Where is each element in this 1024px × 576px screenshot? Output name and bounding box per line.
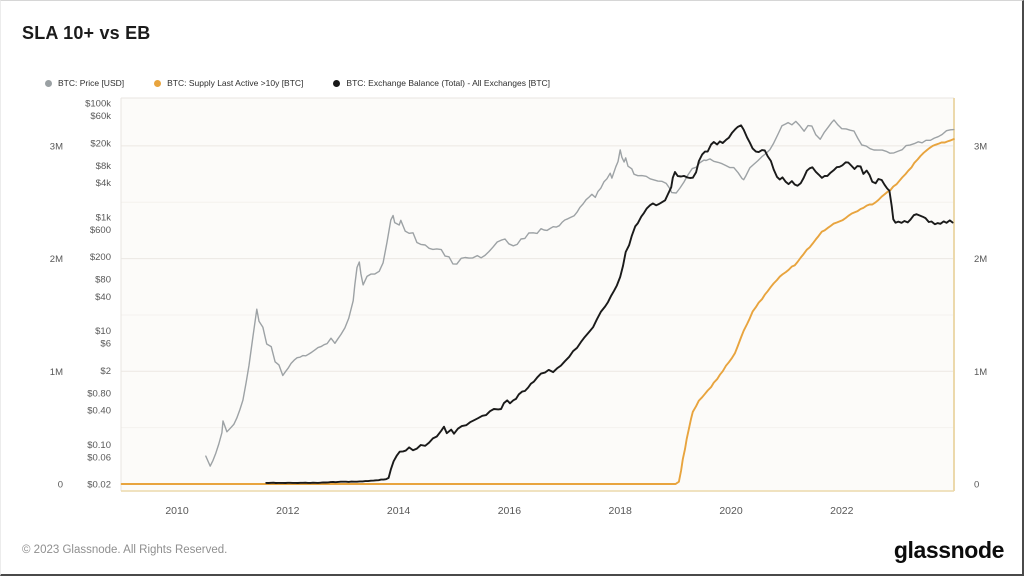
- supply-last-active-line: [120, 138, 955, 485]
- legend-item-price[interactable]: BTC: Price [USD]: [45, 78, 124, 88]
- price-tick-label: $600: [90, 225, 111, 236]
- btc-tick-label-right: 2M: [974, 254, 987, 265]
- price-tick-label: $4k: [96, 178, 112, 189]
- year-tick-label: 2016: [498, 505, 522, 517]
- price-tick-label: $200: [90, 252, 111, 263]
- btc-tick-label-left: 2M: [50, 254, 63, 265]
- price-tick-label: $0.02: [87, 480, 111, 491]
- price-tick-label: $6: [100, 339, 111, 350]
- chart-legend: BTC: Price [USD] BTC: Supply Last Active…: [45, 78, 550, 88]
- sla-series-dot-icon: [154, 79, 162, 87]
- price-tick-label: $40: [95, 292, 111, 303]
- exchange-balance-line: [265, 124, 954, 484]
- legend-label-exchange-balance: BTC: Exchange Balance (Total) - All Exch…: [346, 78, 551, 88]
- price-tick-label: $80: [95, 275, 111, 286]
- year-tick-label: 2018: [609, 505, 633, 517]
- year-tick-label: 2020: [719, 505, 743, 517]
- year-tick-label: 2022: [830, 505, 854, 517]
- price-line: [205, 119, 955, 467]
- btc-tick-label-right: 3M: [974, 141, 987, 152]
- price-tick-label: $0.40: [87, 406, 111, 417]
- legend-item-supply-last-active[interactable]: BTC: Supply Last Active >10y [BTC]: [154, 78, 303, 88]
- copyright-text: © 2023 Glassnode. All Rights Reserved.: [22, 544, 228, 556]
- year-tick-label: 2010: [165, 505, 189, 517]
- price-tick-label: $60k: [90, 111, 111, 122]
- price-tick-label: $8k: [96, 161, 112, 172]
- btc-tick-label-left: 3M: [50, 141, 63, 152]
- page-title: SLA 10+ vs EB: [22, 23, 151, 43]
- year-tick-label: 2014: [387, 505, 411, 517]
- legend-label-price: BTC: Price [USD]: [58, 78, 125, 88]
- price-tick-label: $0.06: [87, 452, 111, 463]
- price-series-dot-icon: [45, 79, 52, 87]
- price-tick-label: $100k: [85, 99, 111, 110]
- plot-panel: [121, 98, 954, 491]
- price-tick-label: $1k: [96, 212, 112, 223]
- btc-tick-label-right: 1M: [974, 367, 987, 378]
- price-tick-label: $2: [100, 366, 111, 377]
- legend-item-exchange-balance[interactable]: BTC: Exchange Balance (Total) - All Exch…: [333, 78, 550, 88]
- year-tick-label: 2012: [276, 505, 300, 517]
- btc-tick-label-right: 0: [974, 480, 979, 491]
- eb-series-dot-icon: [333, 79, 341, 87]
- btc-tick-label-left: 1M: [50, 367, 63, 378]
- price-tick-label: $20k: [90, 138, 111, 149]
- btc-tick-label-left: 0: [58, 480, 63, 491]
- legend-label-supply-last-active: BTC: Supply Last Active >10y [BTC]: [167, 78, 304, 88]
- glassnode-logo[interactable]: glassnode: [893, 537, 1005, 563]
- price-tick-label: $0.10: [87, 440, 111, 451]
- price-tick-label: $0.80: [87, 388, 111, 399]
- price-tick-label: $10: [95, 326, 111, 337]
